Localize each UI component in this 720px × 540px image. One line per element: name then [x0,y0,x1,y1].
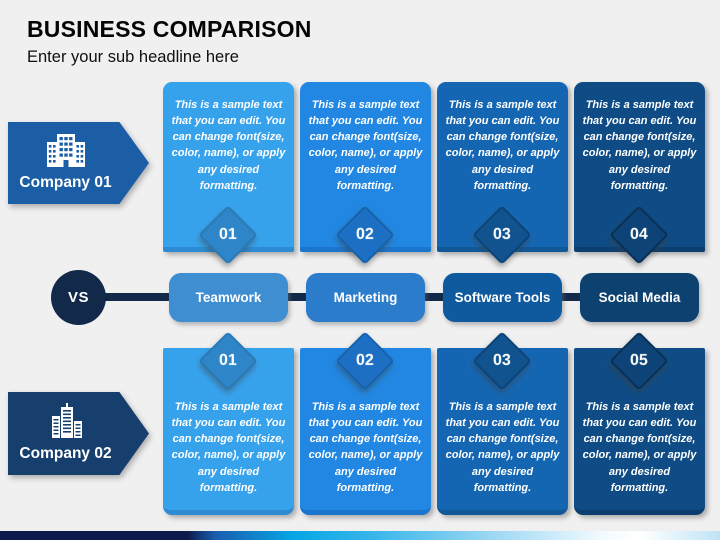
skyscrapers-icon [51,402,82,438]
category-label-marketing: Marketing [306,273,425,322]
badge-number: 03 [493,225,511,243]
sample-text: This is a sample text that you can edit.… [308,401,423,494]
company1-social-media-card: This is a sample text that you can edit.… [574,82,705,252]
company-01-arrow-shape: Company 01 [8,122,149,204]
comparison-column-teamwork: This is a sample text that you can edit.… [163,82,294,515]
page-title: BUSINESS COMPARISON [27,16,312,42]
badge-number: 03 [493,351,511,369]
sample-text: This is a sample text that you can edit.… [582,401,697,494]
category-label-teamwork: Teamwork [169,273,288,322]
sample-text: This is a sample text that you can edit.… [582,99,697,192]
company-02-arrow-shape: Company 02 [8,392,149,475]
company2-teamwork-card: This is a sample text that you can edit.… [163,348,294,515]
vs-badge: VS [51,270,106,325]
category-text: Social Media [598,290,681,305]
company-01-label: Company 01 [19,174,112,191]
footer-accent-bar [0,531,720,540]
badge-number: 02 [356,351,374,369]
company-02-banner: Company 02 [8,392,149,475]
sub-headline: Enter your sub headline here [27,48,239,66]
category-label-social-media: Social Media [580,273,699,322]
comparison-column-software-tools: This is a sample text that you can edit.… [437,82,568,515]
comparison-column-marketing: This is a sample text that you can edit.… [300,82,431,515]
company-02-label: Company 02 [19,444,112,462]
badge-number: 05 [630,351,648,369]
comparison-column-social-media: This is a sample text that you can edit.… [574,82,705,515]
badge-number: 04 [630,225,648,243]
sample-text: This is a sample text that you can edit.… [445,401,560,494]
company1-marketing-card: This is a sample text that you can edit.… [300,82,431,252]
category-text: Teamwork [195,290,262,305]
badge-number: 01 [219,351,237,369]
badge-number: 02 [356,225,374,243]
category-text: Software Tools [454,290,551,305]
sample-text: This is a sample text that you can edit.… [171,99,286,192]
vs-label: VS [67,289,89,306]
sample-text: This is a sample text that you can edit.… [308,99,423,192]
sample-text: This is a sample text that you can edit.… [445,99,560,192]
company-01-banner: Company 01 [8,122,149,204]
badge-number: 01 [219,225,237,243]
sample-text: This is a sample text that you can edit.… [171,401,286,494]
category-text: Marketing [333,290,398,305]
office-buildings-icon [46,134,85,167]
category-label-software-tools: Software Tools [443,273,562,322]
